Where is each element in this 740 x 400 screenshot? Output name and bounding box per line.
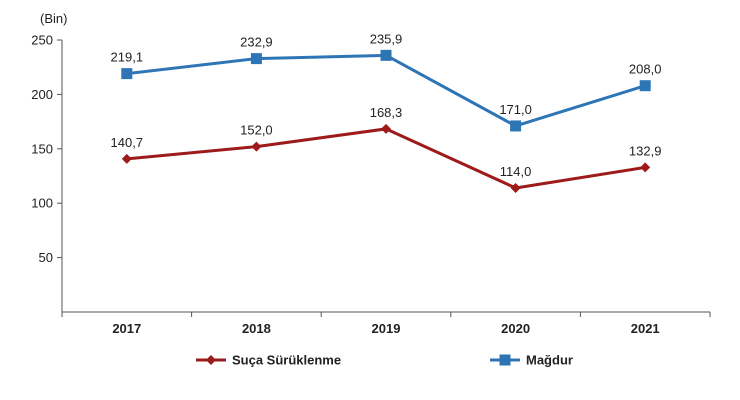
data-label: 171,0 [499,102,532,117]
x-tick-label: 2018 [242,321,271,336]
y-tick-label: 250 [31,33,53,48]
x-tick-label: 2020 [501,321,530,336]
data-label: 132,9 [629,143,662,158]
y-axis-unit-label: (Bin) [40,11,67,26]
x-axis-ticks: 2017 2018 2019 2020 2021 [61,312,711,336]
data-label: 114,0 [500,164,532,179]
data-point [380,49,392,61]
data-point [121,153,132,164]
data-point [381,123,391,134]
series-layer: 140,7 152,0 168,3 114,0 132,9 219,1 232,9 235,9… [111,31,662,193]
data-label: 208,0 [629,62,662,77]
legend-label: Suça Sürüklenme [232,353,341,368]
data-point [640,162,651,173]
legend-item: Suça Sürüklenme [196,353,341,368]
x-tick-label: 2019 [372,321,401,336]
data-label: 219,1 [111,50,144,65]
data-label: 140,7 [111,135,144,150]
data-point [250,53,262,65]
legend-label: Mağdur [526,353,573,368]
legend-marker [499,354,511,366]
x-tick-label: 2017 [112,321,141,336]
data-point [510,182,521,193]
legend-marker [206,355,216,365]
data-label: 235,9 [370,31,403,46]
data-point [510,120,522,132]
series-line [126,127,646,190]
legend-item: Mağdur [490,353,573,368]
y-tick-label: 100 [31,196,53,211]
y-tick-label: 50 [39,250,53,265]
series-magdur: 219,1 232,9 235,9 171,0 208,0 [111,31,662,132]
data-point [251,141,262,152]
data-label: 152,0 [240,123,273,138]
x-tick-label: 2021 [631,321,660,336]
data-point [639,80,651,92]
y-axis-ticks: 50 100 150 200 250 [31,33,62,265]
y-tick-label: 150 [31,141,53,156]
legend: Suça Sürüklenme Mağdur [196,353,573,368]
y-tick-label: 200 [31,87,53,102]
series-suca-suruklenme: 140,7 152,0 168,3 114,0 132,9 [111,105,662,193]
data-point [121,68,133,80]
data-label: 168,3 [370,105,403,120]
data-label: 232,9 [240,35,273,50]
